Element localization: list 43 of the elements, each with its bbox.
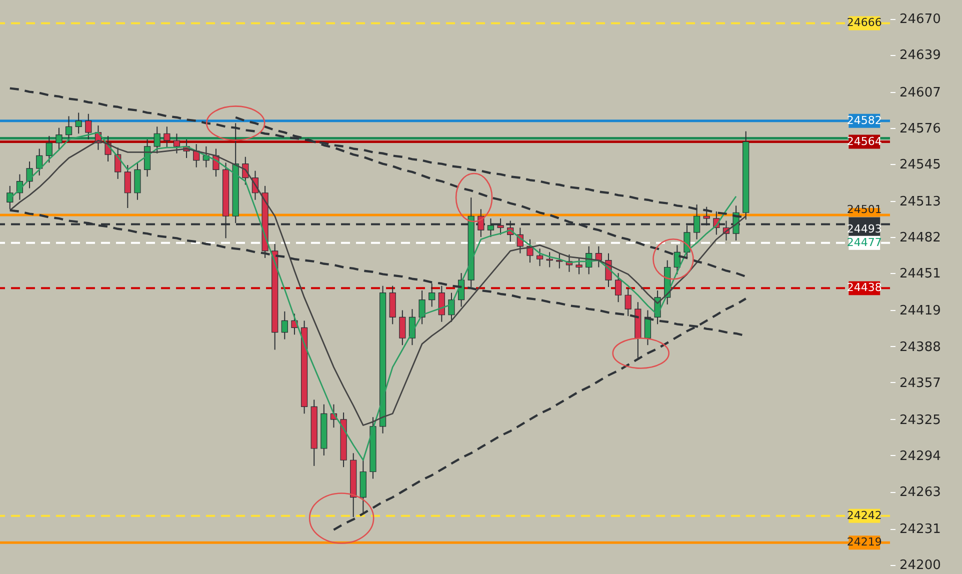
candlestick xyxy=(595,246,602,268)
y-tick-label: 24231 xyxy=(900,522,941,538)
y-tick-label: 24419 xyxy=(900,304,941,319)
candlestick xyxy=(124,164,131,208)
candlestick xyxy=(134,162,141,200)
candlestick xyxy=(399,310,406,346)
y-tick-label: 24388 xyxy=(900,340,941,355)
y-tick-label: 24670 xyxy=(900,12,941,28)
candlestick xyxy=(536,248,544,267)
candlestick xyxy=(85,113,92,140)
y-tick-label: 24545 xyxy=(900,157,941,172)
candlestick xyxy=(674,244,680,275)
candlestick xyxy=(428,283,436,308)
candlestick xyxy=(624,288,632,317)
candlestick xyxy=(418,290,426,325)
y-tick-label: 24294 xyxy=(900,448,941,464)
ref-line-label: 24219 xyxy=(846,536,882,549)
candlestick xyxy=(26,161,33,189)
candlestick xyxy=(438,285,445,322)
candlestick xyxy=(281,310,288,340)
y-tick-label: 24639 xyxy=(900,48,941,64)
candlestick xyxy=(614,272,622,303)
y-tick-label: 24482 xyxy=(900,230,941,246)
y-tick-label: 24513 xyxy=(900,194,941,210)
candlestick xyxy=(75,112,82,134)
y-tick-label: 24325 xyxy=(900,412,941,428)
candlestick xyxy=(173,133,180,154)
candlestick xyxy=(114,147,122,180)
candlestick xyxy=(448,292,455,322)
ref-line-label: 24564 xyxy=(846,134,882,148)
y-tick-label: 24607 xyxy=(900,85,941,100)
candlestick xyxy=(46,135,52,164)
ref-line-label: 24582 xyxy=(846,114,882,127)
y-tick-label: 24576 xyxy=(900,121,941,136)
candlestick xyxy=(576,257,582,275)
y-tick-label: 24263 xyxy=(900,485,941,500)
candlestick xyxy=(36,148,43,176)
ref-line-label: 24477 xyxy=(846,236,882,249)
candlestick xyxy=(164,126,170,148)
candlestick xyxy=(556,252,563,269)
y-tick-label: 24451 xyxy=(900,266,941,282)
y-tick-label: 24357 xyxy=(900,376,941,391)
y-tick-label: 24200 xyxy=(900,558,941,574)
